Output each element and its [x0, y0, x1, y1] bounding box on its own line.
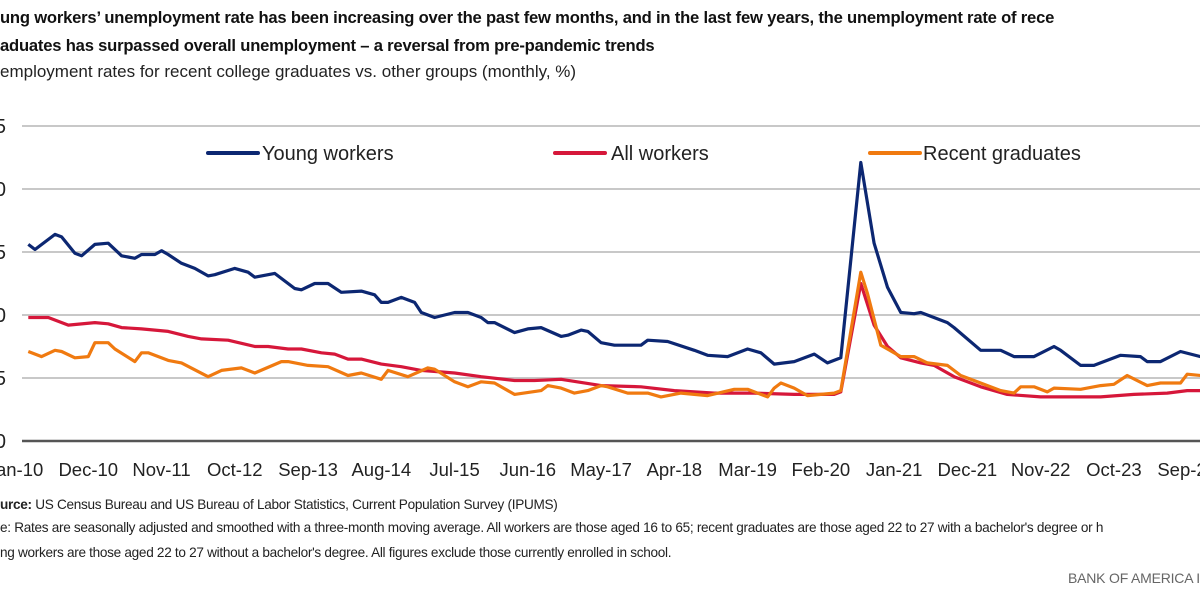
- x-tick-label: Mar-19: [718, 459, 777, 480]
- source-text: US Census Bureau and US Bureau of Labor …: [31, 497, 558, 512]
- x-tick-label: Jan-10: [0, 459, 43, 480]
- series-line-recent-graduates: [27, 270, 1200, 399]
- legend: Young workers All workers Recent graduates: [206, 143, 1081, 165]
- x-tick-label: Jul-15: [429, 459, 479, 480]
- brand-logo-text: BANK OF AMERICA I: [1068, 570, 1200, 586]
- x-tick-label: Dec-10: [58, 459, 118, 480]
- source-label: urce:: [0, 497, 32, 512]
- y-tick-label: 10: [0, 305, 6, 327]
- legend-label-recent-graduates: Recent graduates: [923, 143, 1081, 165]
- x-tick-label: Oct-12: [207, 459, 263, 480]
- legend-label-all-workers: All workers: [611, 143, 709, 165]
- legend-label-young-workers: Young workers: [262, 143, 394, 165]
- y-tick-label: 15: [0, 242, 6, 264]
- note-line-2: ng workers are those aged 22 to 27 witho…: [0, 545, 672, 560]
- series-line-all-workers: [28, 281, 1200, 399]
- y-tick-label: 5: [0, 368, 6, 390]
- x-tick-label: Sep-13: [278, 459, 338, 480]
- chart-title-line-2: aduates has surpassed overall unemployme…: [0, 36, 655, 55]
- y-tick-label: 20: [0, 179, 6, 201]
- y-axis-tick-labels: 0 5 10 15 20 25: [0, 116, 6, 453]
- x-tick-label: May-17: [570, 459, 632, 480]
- line-chart: 0 5 10 15 20 25 Jan-10 Dec-10 Nov-11 Oct-12 Sep-1…: [0, 116, 1200, 480]
- series-line-young-workers: [27, 160, 1200, 367]
- x-tick-label: Nov-11: [132, 459, 190, 480]
- series-lines: [27, 160, 1200, 399]
- x-axis-tick-labels: Jan-10 Dec-10 Nov-11 Oct-12 Sep-13 Aug-14 Jul-…: [0, 459, 1200, 480]
- y-tick-label: 25: [0, 116, 6, 138]
- x-tick-label: Apr-18: [647, 459, 703, 480]
- x-tick-label: Jan-21: [866, 459, 923, 480]
- x-tick-label: Jun-16: [500, 459, 557, 480]
- x-tick-label: Aug-14: [351, 459, 411, 480]
- x-tick-label: Nov-22: [1011, 459, 1071, 480]
- x-tick-label: Oct-23: [1086, 459, 1142, 480]
- source-note: urce: US Census Bureau and US Bureau of …: [0, 497, 558, 512]
- x-tick-label: Feb-20: [792, 459, 851, 480]
- y-tick-label: 0: [0, 431, 6, 453]
- chart-title-line-1: ung workers’ unemployment rate has been …: [0, 8, 1055, 27]
- x-tick-label: Dec-21: [938, 459, 998, 480]
- x-tick-label: Sep-24: [1157, 459, 1200, 480]
- note-line-1: e: Rates are seasonally adjusted and smo…: [0, 520, 1104, 535]
- chart-subtitle: employment rates for recent college grad…: [0, 62, 577, 81]
- gridlines: [22, 125, 1200, 443]
